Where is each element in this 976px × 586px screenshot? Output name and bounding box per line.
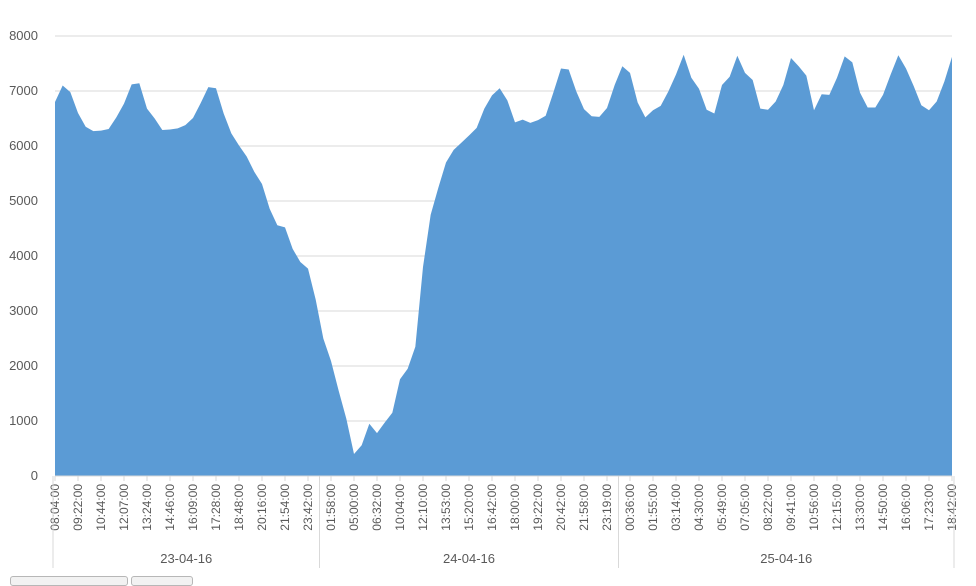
x-tick-label: 07:05:00 — [738, 484, 752, 531]
x-tick-label: 17:23:00 — [922, 484, 936, 531]
x-tick-label: 21:54:00 — [278, 484, 292, 531]
x-tick-label: 23:42:00 — [301, 484, 315, 531]
x-tick-label: 06:32:00 — [370, 484, 384, 531]
date-group-label: 25-04-16 — [760, 551, 812, 566]
x-tick-label: 18:42:00 — [945, 484, 959, 531]
y-tick-label: 3000 — [9, 303, 38, 318]
x-tick-label: 20:42:00 — [554, 484, 568, 531]
x-tick-label: 10:56:00 — [807, 484, 821, 531]
x-tick-label: 18:48:00 — [232, 484, 246, 531]
x-tick-label: 05:00:00 — [347, 484, 361, 531]
y-axis: 0 1000 2000 3000 4000 5000 6000 7000 8000 — [9, 28, 38, 483]
x-tick-label: 04:30:00 — [692, 484, 706, 531]
x-tick-label: 08:22:00 — [761, 484, 775, 531]
y-tick-label: 8000 — [9, 28, 38, 43]
x-tick-label: 15:20:00 — [462, 484, 476, 531]
x-tick-label: 12:07:00 — [117, 484, 131, 531]
x-tick-label: 16:06:00 — [899, 484, 913, 531]
sheet-tab[interactable] — [131, 576, 193, 586]
x-tick-label: 01:55:00 — [646, 484, 660, 531]
date-group-axis: 23-04-16 24-04-16 25-04-16 — [52, 476, 955, 568]
y-tick-label: 4000 — [9, 248, 38, 263]
x-tick-label: 16:42:00 — [485, 484, 499, 531]
x-tick-label: 20:16:00 — [255, 484, 269, 531]
x-tick-label: 08:04:00 — [48, 484, 62, 531]
x-tick-label: 18:00:00 — [508, 484, 522, 531]
x-tick-label: 01:58:00 — [324, 484, 338, 531]
x-tick-label: 09:22:00 — [71, 484, 85, 531]
x-tick-label: 13:24:00 — [140, 484, 154, 531]
x-tick-label: 03:14:00 — [669, 484, 683, 531]
y-tick-label: 2000 — [9, 358, 38, 373]
y-tick-label: 7000 — [9, 83, 38, 98]
x-tick-label: 13:53:00 — [439, 484, 453, 531]
x-tick-label: 10:44:00 — [94, 484, 108, 531]
x-tick-label: 13:30:00 — [853, 484, 867, 531]
x-tick-label: 21:58:00 — [577, 484, 591, 531]
date-group-label: 24-04-16 — [443, 551, 495, 566]
y-tick-label: 0 — [31, 468, 38, 483]
x-axis: 08:04:00 09:22:00 10:44:00 12:07:00 13:24:00… — [48, 475, 959, 531]
x-tick-label: 09:41:00 — [784, 484, 798, 531]
x-tick-label: 12:15:00 — [830, 484, 844, 531]
x-tick-label: 12:10:00 — [416, 484, 430, 531]
x-tick-label: 19:22:00 — [531, 484, 545, 531]
plot-area — [55, 54, 952, 476]
y-tick-label: 1000 — [9, 413, 38, 428]
y-tick-label: 6000 — [9, 138, 38, 153]
x-tick-label: 16:09:00 — [186, 484, 200, 531]
x-tick-label: 05:49:00 — [715, 484, 729, 531]
y-tick-label: 5000 — [9, 193, 38, 208]
x-tick-label: 14:50:00 — [876, 484, 890, 531]
x-tick-label: 23:19:00 — [600, 484, 614, 531]
area-series — [55, 54, 952, 476]
sheet-tab[interactable] — [10, 576, 128, 586]
date-group-label: 23-04-16 — [160, 551, 212, 566]
x-tick-label: 17:28:00 — [209, 484, 223, 531]
x-tick-label: 00:36:00 — [623, 484, 637, 531]
x-tick-label: 14:46:00 — [163, 484, 177, 531]
x-tick-label: 10:04:00 — [393, 484, 407, 531]
